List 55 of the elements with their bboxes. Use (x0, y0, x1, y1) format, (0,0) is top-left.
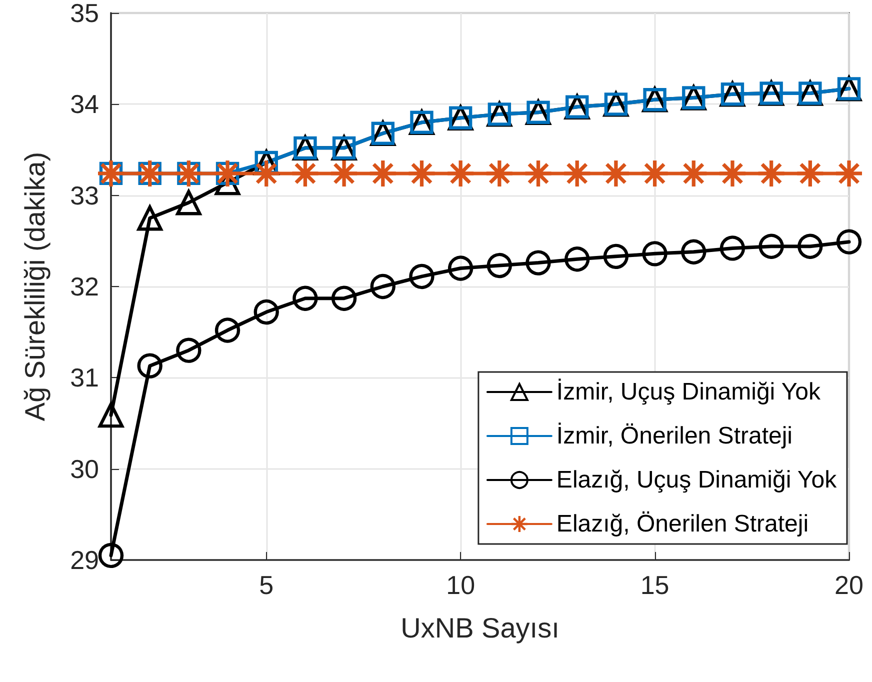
point (720, 236, 746, 261)
point (681, 239, 706, 264)
point (564, 160, 590, 186)
point (603, 244, 629, 270)
point (642, 241, 668, 266)
y-tick-label: 32 (70, 272, 99, 302)
point (448, 160, 474, 186)
point (137, 206, 162, 231)
point (176, 190, 202, 216)
y-tick-label: 31 (70, 362, 99, 393)
x-tick-label: 15 (640, 570, 670, 600)
point (214, 318, 240, 343)
y-tick-label: 34 (70, 89, 99, 120)
y-tick-label: 30 (70, 454, 99, 484)
point (486, 252, 512, 278)
point (642, 160, 668, 186)
y-tick-label: 29 (70, 545, 99, 575)
y-tick-label: 35 (70, 0, 99, 28)
point (680, 160, 707, 186)
point (758, 160, 784, 186)
point (719, 160, 746, 186)
point (331, 286, 357, 311)
point (448, 256, 474, 281)
point (176, 338, 202, 363)
point (292, 160, 318, 186)
point (331, 160, 358, 186)
x-tick-label: 20 (834, 570, 864, 600)
point (409, 264, 434, 290)
point (137, 353, 162, 378)
point (292, 286, 318, 311)
point (370, 274, 396, 300)
x-tick-label: 5 (259, 570, 274, 600)
point (564, 246, 590, 272)
legend-label: Elazığ, Uçuş Dinamiği Yok (556, 466, 838, 494)
point (370, 160, 396, 186)
legend-label: İzmir, Önerilen Strateji (556, 422, 793, 450)
point (602, 160, 629, 186)
point (758, 234, 784, 259)
point (254, 299, 279, 325)
point (98, 402, 124, 428)
point (98, 542, 124, 568)
point (798, 234, 823, 259)
y-axis-title: Ağ Sürekliliği (dakika) (20, 152, 50, 422)
point (836, 229, 862, 254)
point (797, 160, 824, 186)
y-tick-label: 33 (70, 180, 99, 210)
x-tick-label: 10 (446, 570, 476, 600)
point (525, 160, 552, 186)
point (836, 160, 862, 186)
x-axis-title: UxNB Sayısı (400, 612, 560, 644)
point (526, 250, 551, 276)
legend-label: Elazığ, Önerilen Strateji (556, 510, 809, 538)
point (408, 160, 435, 186)
point (486, 160, 512, 186)
legend-label: İzmir, Uçuş Dinamiği Yok (556, 378, 822, 406)
